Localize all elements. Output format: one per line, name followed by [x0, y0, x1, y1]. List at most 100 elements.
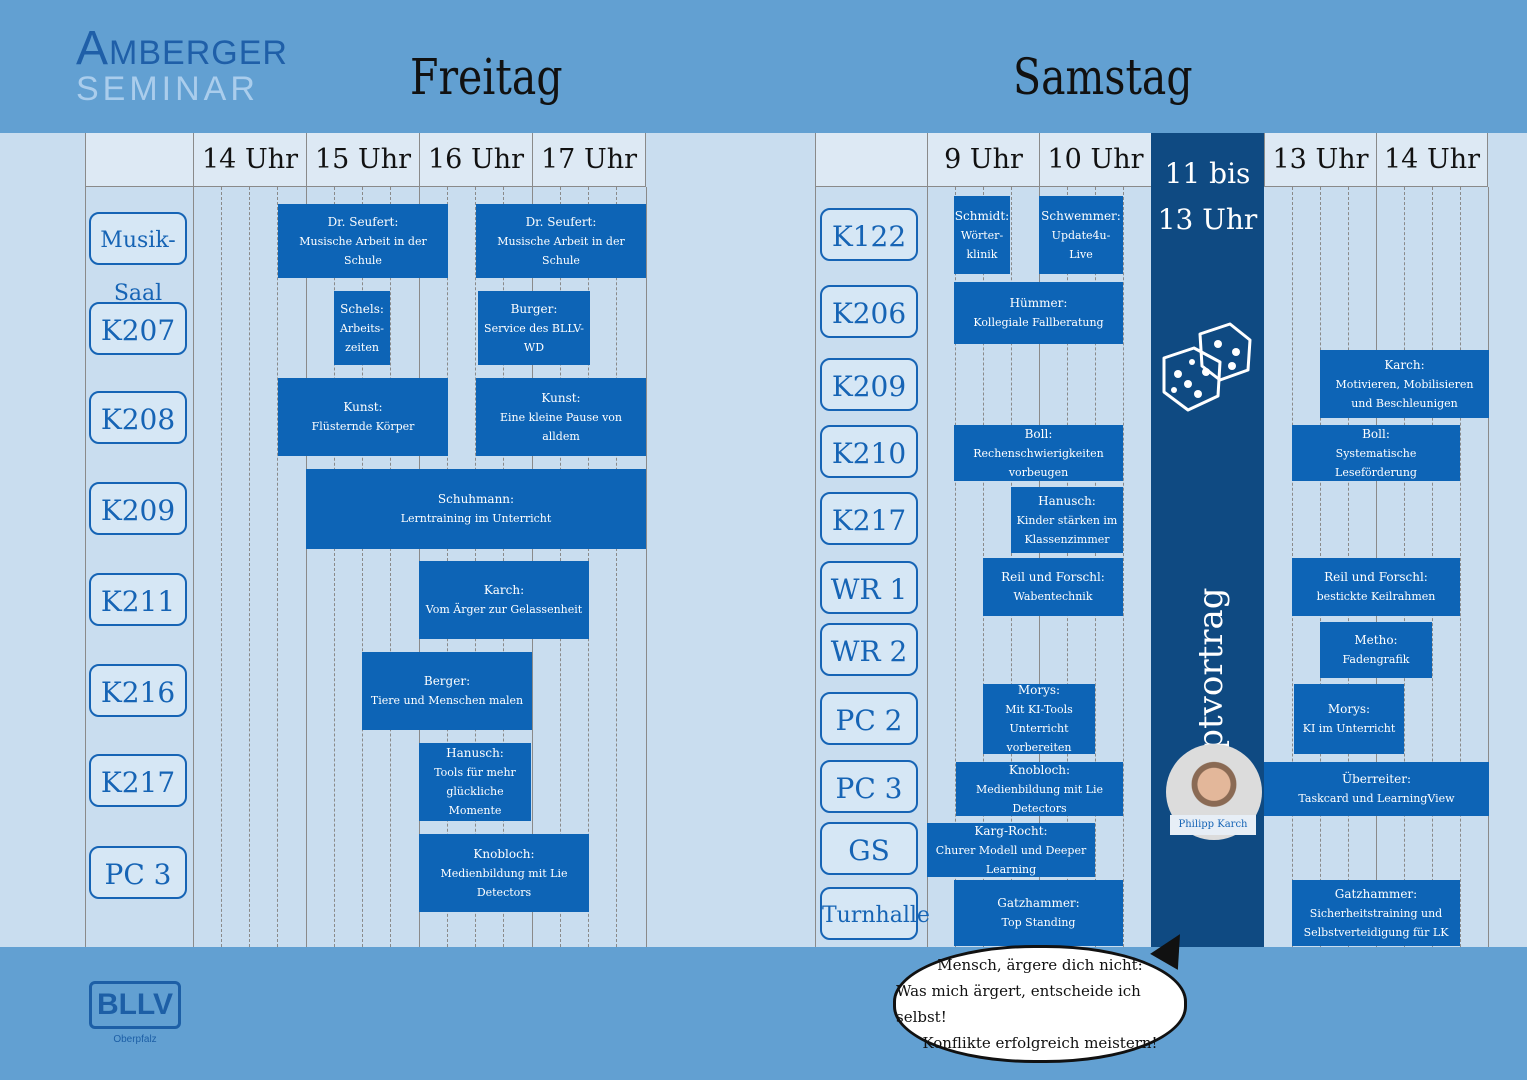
event-block[interactable]: Gatzhammer: Top Standing — [954, 880, 1123, 946]
event-presenter: Schels: — [340, 301, 384, 316]
event-title: Fadengrafik — [1342, 653, 1410, 666]
event-block[interactable]: Burger: Service des BLLV-WD — [478, 291, 590, 365]
speech-bubble: Mensch, ärgere dich nicht: Was mich ärge… — [893, 945, 1187, 1063]
event-title: Musische Arbeit in der Schule — [497, 234, 625, 267]
event-block[interactable]: Knobloch: Medienbildung mit Lie Detectors — [956, 762, 1123, 816]
grid-line — [1123, 187, 1124, 947]
event-title: Kollegiale Fallberatung — [973, 316, 1104, 329]
event-block[interactable]: Überreiter: Taskcard und LearningView — [1264, 762, 1489, 816]
event-block[interactable]: Schmidt: Wörter-klinik — [954, 196, 1010, 274]
event-block[interactable]: Metho: Fadengrafik — [1320, 622, 1432, 678]
room-column-header — [815, 133, 927, 187]
event-block[interactable]: Schuhmann: Lerntraining im Unterricht — [306, 469, 646, 549]
event-block[interactable]: Kunst: Flüsternde Körper — [278, 378, 448, 456]
event-block[interactable]: Karch: Vom Ärger zur Gelassenheit — [419, 561, 589, 639]
event-presenter: Hanusch: — [1038, 493, 1096, 508]
hour-header: 13 Uhr — [1264, 133, 1376, 187]
event-block[interactable]: Knobloch: Medienbildung mit Lie Detectors — [419, 834, 589, 912]
event-block[interactable]: Reil und Forschl: Wabentechnik — [983, 558, 1123, 616]
event-presenter: Knobloch: — [1008, 762, 1071, 777]
event-block[interactable]: Morys: Mit KI-Tools Unterricht vorbereite… — [983, 683, 1095, 754]
grid-line — [221, 187, 222, 947]
event-block[interactable]: Dr. Seufert: Musische Arbeit in der Schul… — [476, 204, 646, 278]
room-label: WR 2 — [820, 623, 918, 676]
event-block[interactable]: Boll: Rechenschwierigkeiten vorbeugen — [954, 425, 1123, 481]
event-title: Sicherheitstraining und Selbstverteidigu… — [1303, 906, 1449, 939]
event-title: Tools für mehr glückliche Momente — [434, 766, 516, 817]
room-label: PC 3 — [820, 760, 918, 813]
grid-line — [616, 187, 617, 947]
event-presenter: Karg-Rocht: — [974, 823, 1048, 838]
event-title: Arbeits-zeiten — [339, 321, 385, 354]
event-block[interactable]: Schwemmer: Update4u-Live — [1039, 196, 1123, 274]
event-block[interactable]: Schels: Arbeits-zeiten — [334, 291, 390, 365]
event-presenter: Schmidt: — [954, 208, 1010, 223]
room-label: WR 1 — [820, 561, 918, 614]
event-block[interactable]: Hanusch: Kinder stärken im Klassenzimmer — [1011, 487, 1123, 553]
event-presenter: Burger: — [510, 301, 558, 316]
footer-band — [0, 947, 1527, 1080]
event-title: Vom Ärger zur Gelassenheit — [425, 603, 583, 616]
grid-line — [390, 187, 391, 947]
event-block[interactable]: Reil und Forschl: bestickte Keilrahmen — [1292, 558, 1460, 616]
amberger-logo-line1: AMBERGER — [76, 22, 288, 75]
event-title: Lerntraining im Unterricht — [400, 512, 552, 525]
header-band — [0, 0, 1527, 133]
event-title: Flüsternde Körper — [311, 420, 415, 433]
event-presenter: Karch: — [1384, 357, 1425, 372]
bubble-line: Konflikte erfolgreich meistern! — [922, 1034, 1158, 1052]
hour-header: 10 Uhr — [1039, 133, 1151, 187]
event-title: Rechenschwierigkeiten vorbeugen — [973, 446, 1104, 479]
event-presenter: Boll: — [1362, 426, 1390, 441]
hour-header: 14 Uhr — [193, 133, 306, 187]
event-block[interactable]: Hanusch: Tools für mehr glückliche Moment… — [419, 743, 531, 821]
event-block[interactable]: Karg-Rocht: Churer Modell und Deeper Lear… — [927, 823, 1095, 877]
event-presenter: Gatzhammer: — [997, 896, 1080, 910]
event-presenter: Berger: — [423, 674, 471, 688]
event-title: Musische Arbeit in der Schule — [299, 234, 427, 267]
event-block[interactable]: Gatzhammer: Sicherheitstraining und Selbs… — [1292, 880, 1460, 946]
grid-line — [362, 187, 363, 947]
bubble-line: Mensch, ärgere dich nicht: — [937, 956, 1143, 974]
event-block[interactable]: Boll: Systematische Leseförderung — [1292, 425, 1460, 481]
event-presenter: Kunst: — [541, 390, 581, 405]
event-title: Update4u-Live — [1051, 228, 1111, 261]
grid-line — [193, 187, 194, 947]
room-label: K211 — [89, 573, 187, 626]
event-title: KI im Unterricht — [1302, 722, 1396, 735]
grid-line — [927, 187, 928, 947]
event-title: Mit KI-Tools Unterricht vorbereiten — [1005, 703, 1073, 754]
grid-line — [249, 187, 250, 947]
event-presenter: Kunst: — [343, 400, 383, 414]
hour-header: 9 Uhr — [927, 133, 1039, 187]
event-block[interactable]: Dr. Seufert: Musische Arbeit in der Schul… — [278, 204, 448, 278]
hour-header: 14 Uhr — [1376, 133, 1488, 187]
room-label: K209 — [820, 358, 918, 411]
event-title: Tiere und Menschen malen — [370, 694, 524, 707]
event-block[interactable]: Berger: Tiere und Menschen malen — [362, 652, 532, 730]
bllv-region: Oberpfalz — [113, 1034, 157, 1045]
grid-line — [277, 187, 278, 947]
event-title: Eine kleine Pause von alldem — [499, 410, 623, 443]
event-presenter: Reil und Forschl: — [1001, 570, 1105, 584]
event-title: Wörter-klinik — [960, 228, 1004, 261]
event-presenter: Schuhmann: — [437, 492, 515, 506]
event-block[interactable]: Morys: KI im Unterricht — [1294, 684, 1404, 754]
event-presenter: Karch: — [483, 583, 525, 597]
event-presenter: Dr. Seufert: — [525, 214, 597, 229]
event-block[interactable]: Karch: Motivieren, Mobilisieren und Besch… — [1320, 350, 1489, 418]
event-block[interactable]: Kunst: Eine kleine Pause von alldem — [476, 378, 646, 456]
grid-line — [306, 187, 307, 947]
grid-line — [1460, 187, 1461, 947]
event-presenter: Hümmer: — [1009, 296, 1068, 310]
event-block[interactable]: Hümmer: Kollegiale Fallberatung — [954, 282, 1123, 344]
event-title: bestickte Keilrahmen — [1316, 590, 1436, 603]
event-presenter: Dr. Seufert: — [327, 214, 399, 229]
room-label: K217 — [89, 754, 187, 807]
keynote-time: 11 bis 13 Uhr — [1157, 157, 1258, 236]
grid-line — [955, 187, 956, 947]
room-label: K210 — [820, 425, 918, 478]
bllv-logo: BLLV — [89, 981, 181, 1029]
event-presenter: Boll: — [1024, 426, 1053, 441]
event-title: Systematische Leseförderung — [1335, 446, 1417, 479]
